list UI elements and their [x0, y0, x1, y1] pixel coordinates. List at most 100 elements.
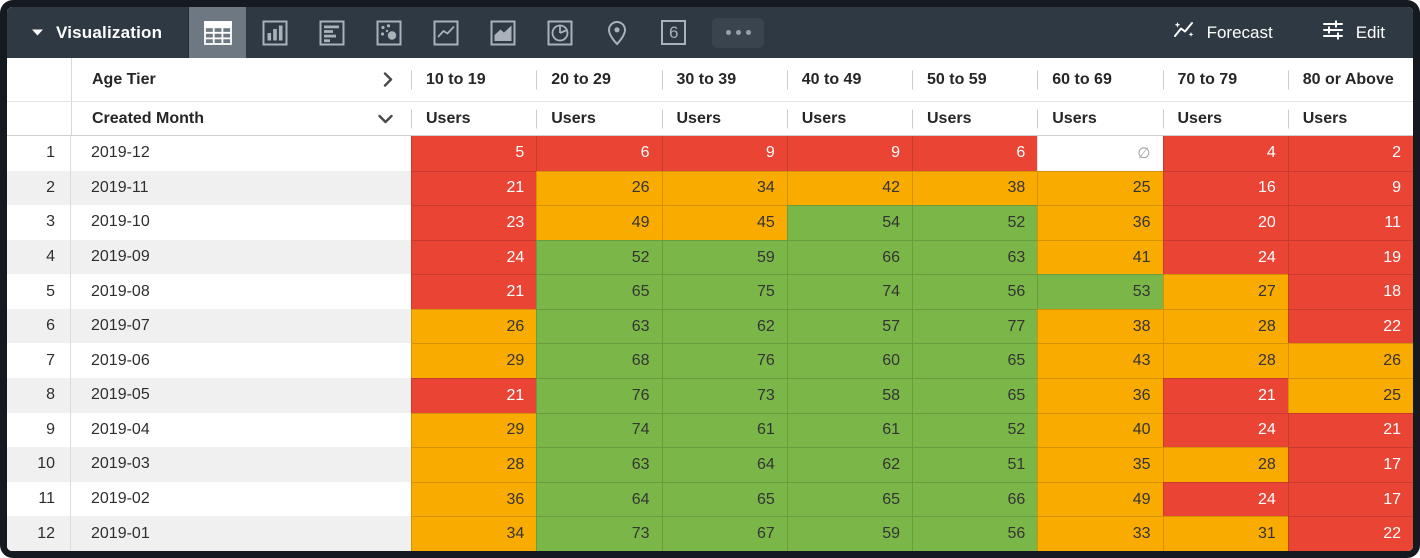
value-cell[interactable]: 75 — [661, 274, 787, 309]
value-cell-null[interactable]: ∅ — [1037, 136, 1163, 171]
pivot-value-header[interactable]: 30 to 39 — [662, 58, 787, 101]
value-cell[interactable]: 49 — [536, 205, 662, 240]
value-cell[interactable]: 45 — [661, 205, 787, 240]
value-cell[interactable]: 61 — [661, 412, 787, 448]
value-cell[interactable]: 74 — [786, 274, 912, 309]
value-cell[interactable]: 9 — [786, 136, 912, 171]
value-cell[interactable]: 11 — [1287, 205, 1413, 240]
month-cell[interactable]: 2019-07 — [71, 308, 411, 344]
month-cell[interactable]: 2019-11 — [71, 170, 411, 206]
pivot-value-header[interactable]: 50 to 59 — [912, 58, 1037, 101]
viz-type-bar-chart-button[interactable] — [303, 7, 360, 58]
value-cell[interactable]: 17 — [1287, 481, 1413, 517]
month-cell[interactable]: 2019-06 — [91, 351, 150, 369]
pivot-field-header[interactable]: Age Tier — [71, 58, 411, 101]
more-viz-types-button[interactable] — [712, 17, 765, 48]
value-cell[interactable]: 68 — [536, 343, 662, 379]
value-cell[interactable]: 73 — [536, 516, 662, 551]
pivot-value-header[interactable]: 10 to 19 — [411, 58, 536, 101]
value-cell[interactable]: 54 — [786, 205, 912, 240]
value-cell[interactable]: 24 — [1162, 481, 1288, 517]
value-cell[interactable]: 67 — [661, 516, 787, 551]
visualization-panel-toggle[interactable]: Visualization — [7, 7, 188, 58]
edit-button[interactable]: Edit — [1297, 7, 1413, 58]
value-cell[interactable]: 29 — [411, 343, 537, 379]
value-cell[interactable]: 61 — [786, 412, 912, 448]
value-cell[interactable]: 21 — [1287, 412, 1413, 448]
value-cell[interactable]: 60 — [786, 343, 912, 379]
value-cell[interactable]: 65 — [912, 378, 1038, 413]
value-cell[interactable]: 64 — [536, 481, 662, 517]
value-cell[interactable]: 63 — [912, 239, 1038, 275]
value-cell[interactable]: 19 — [1287, 239, 1413, 275]
measure-header[interactable]: Users — [411, 102, 536, 135]
pivot-value-header[interactable]: 40 to 49 — [787, 58, 912, 101]
value-cell[interactable]: 24 — [411, 239, 537, 275]
value-cell[interactable]: 58 — [786, 378, 912, 413]
row-field-header[interactable]: Created Month — [71, 102, 411, 135]
value-cell[interactable]: 51 — [912, 447, 1038, 482]
value-cell[interactable]: 42 — [786, 170, 912, 206]
value-cell[interactable]: 24 — [1162, 239, 1288, 275]
value-cell[interactable]: 59 — [661, 239, 787, 275]
value-cell[interactable]: 64 — [661, 447, 787, 482]
viz-type-table-button[interactable] — [189, 7, 247, 58]
value-cell[interactable]: 63 — [536, 447, 662, 482]
value-cell[interactable]: 21 — [411, 378, 537, 413]
viz-type-column-chart-button[interactable] — [246, 7, 303, 58]
value-cell[interactable]: 9 — [661, 136, 787, 171]
value-cell[interactable]: 56 — [912, 516, 1038, 551]
pivot-value-header[interactable]: 20 to 29 — [536, 58, 661, 101]
value-cell[interactable]: 5 — [411, 136, 537, 171]
value-cell[interactable]: 63 — [536, 308, 662, 344]
value-cell[interactable]: 26 — [536, 170, 662, 206]
viz-type-map-button[interactable] — [588, 7, 645, 58]
value-cell[interactable]: 35 — [1037, 447, 1163, 482]
value-cell[interactable]: 16 — [1162, 170, 1288, 206]
value-cell[interactable]: 76 — [536, 378, 662, 413]
value-cell[interactable]: 28 — [411, 447, 537, 482]
value-cell[interactable]: 18 — [1287, 274, 1413, 309]
value-cell[interactable]: 73 — [661, 378, 787, 413]
value-cell[interactable]: 76 — [661, 343, 787, 379]
value-cell[interactable]: 59 — [786, 516, 912, 551]
value-cell[interactable]: 36 — [411, 481, 537, 517]
value-cell[interactable]: 74 — [536, 412, 662, 448]
value-cell[interactable]: 41 — [1037, 239, 1163, 275]
value-cell[interactable]: 53 — [1037, 274, 1163, 309]
value-cell[interactable]: 77 — [912, 308, 1038, 344]
value-cell[interactable]: 9 — [1287, 170, 1413, 206]
value-cell[interactable]: 25 — [1037, 170, 1163, 206]
value-cell[interactable]: 21 — [411, 274, 537, 309]
month-cell[interactable]: 2019-04 — [91, 420, 150, 438]
value-cell[interactable]: 17 — [1287, 447, 1413, 482]
value-cell[interactable]: 4 — [1162, 136, 1288, 171]
viz-type-area-chart-button[interactable] — [474, 7, 531, 58]
measure-header[interactable]: Users — [912, 102, 1037, 135]
value-cell[interactable]: 29 — [411, 412, 537, 448]
value-cell[interactable]: 33 — [1037, 516, 1163, 551]
value-cell[interactable]: 66 — [912, 481, 1038, 517]
value-cell[interactable]: 38 — [1037, 308, 1163, 344]
value-cell[interactable]: 24 — [1162, 412, 1288, 448]
month-cell[interactable]: 2019-01 — [71, 516, 411, 551]
value-cell[interactable]: 38 — [912, 170, 1038, 206]
value-cell[interactable]: 21 — [411, 170, 537, 206]
pivot-value-header[interactable]: 70 to 79 — [1163, 58, 1288, 101]
value-cell[interactable]: 65 — [661, 481, 787, 517]
value-cell[interactable]: 57 — [786, 308, 912, 344]
value-cell[interactable]: 20 — [1162, 205, 1288, 240]
measure-header[interactable]: Users — [787, 102, 912, 135]
value-cell[interactable]: 28 — [1162, 308, 1288, 344]
value-cell[interactable]: 22 — [1287, 516, 1413, 551]
value-cell[interactable]: 52 — [912, 205, 1038, 240]
value-cell[interactable]: 52 — [536, 239, 662, 275]
measure-header[interactable]: Users — [1037, 102, 1162, 135]
value-cell[interactable]: 52 — [912, 412, 1038, 448]
month-cell[interactable]: 2019-03 — [71, 447, 411, 482]
month-cell[interactable]: 2019-09 — [71, 239, 411, 275]
viz-type-single-value-button[interactable]: 6 — [645, 7, 702, 58]
value-cell[interactable]: 65 — [912, 343, 1038, 379]
value-cell[interactable]: 36 — [1037, 378, 1163, 413]
value-cell[interactable]: 65 — [536, 274, 662, 309]
